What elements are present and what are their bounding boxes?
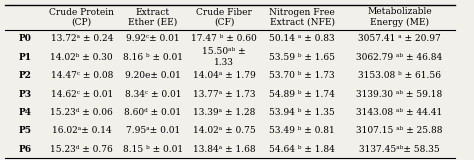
Text: Nitrogen Free
Extract (NFE): Nitrogen Free Extract (NFE)	[269, 8, 335, 27]
Text: 54.64 ᵇ ± 1.84: 54.64 ᵇ ± 1.84	[269, 145, 335, 154]
Text: P2: P2	[18, 71, 31, 80]
Text: 53.70 ᵇ ± 1.73: 53.70 ᵇ ± 1.73	[269, 71, 335, 80]
Text: 14.04ᵃ ± 1.79: 14.04ᵃ ± 1.79	[192, 71, 255, 80]
Text: 3137.45ᵃᵇ± 58.35: 3137.45ᵃᵇ± 58.35	[359, 145, 440, 154]
Text: 14.02ᵇ ± 0.30: 14.02ᵇ ± 0.30	[50, 53, 113, 62]
Text: 53.94 ᵇ ± 1.35: 53.94 ᵇ ± 1.35	[269, 108, 335, 117]
Text: 9.92ᶜ± 0.01: 9.92ᶜ± 0.01	[126, 34, 180, 43]
Text: P5: P5	[18, 126, 31, 135]
Text: 3057.41 ᵃ ± 20.97: 3057.41 ᵃ ± 20.97	[358, 34, 441, 43]
Text: Crude Fiber
(CF): Crude Fiber (CF)	[196, 8, 252, 27]
Text: P6: P6	[18, 145, 31, 154]
Text: P3: P3	[18, 89, 31, 99]
Text: 3062.79 ᵃᵇ ± 46.84: 3062.79 ᵃᵇ ± 46.84	[356, 53, 442, 62]
Text: 3107.15 ᵃᵇ ± 25.88: 3107.15 ᵃᵇ ± 25.88	[356, 126, 443, 135]
Text: 3139.30 ᵃᵇ ± 59.18: 3139.30 ᵃᵇ ± 59.18	[356, 89, 442, 99]
Text: 14.47ᶜ ± 0.08: 14.47ᶜ ± 0.08	[51, 71, 113, 80]
Text: 9.20e± 0.01: 9.20e± 0.01	[125, 71, 181, 80]
Text: 54.89 ᵇ ± 1.74: 54.89 ᵇ ± 1.74	[269, 89, 335, 99]
Text: 17.47 ᵇ ± 0.60: 17.47 ᵇ ± 0.60	[191, 34, 257, 43]
Text: 53.59 ᵇ ± 1.65: 53.59 ᵇ ± 1.65	[269, 53, 335, 62]
Text: 13.72ᵃ ± 0.24: 13.72ᵃ ± 0.24	[51, 34, 113, 43]
Text: 13.77ᵃ ± 1.73: 13.77ᵃ ± 1.73	[193, 89, 255, 99]
Text: 8.34ᶜ ± 0.01: 8.34ᶜ ± 0.01	[125, 89, 181, 99]
Text: 16.02ᵃ± 0.14: 16.02ᵃ± 0.14	[52, 126, 112, 135]
Text: 13.84ᵃ ± 1.68: 13.84ᵃ ± 1.68	[192, 145, 255, 154]
Text: 13.39ᵃ ± 1.28: 13.39ᵃ ± 1.28	[193, 108, 255, 117]
Text: 3153.08 ᵇ ± 61.56: 3153.08 ᵇ ± 61.56	[358, 71, 441, 80]
Text: 8.60ᵈ ± 0.01: 8.60ᵈ ± 0.01	[124, 108, 182, 117]
Text: 3143.08 ᵃᵇ ± 44.41: 3143.08 ᵃᵇ ± 44.41	[356, 108, 442, 117]
Text: 8.15 ᵇ ± 0.01: 8.15 ᵇ ± 0.01	[123, 145, 183, 154]
Text: Extract
Ether (EE): Extract Ether (EE)	[128, 8, 177, 27]
Text: P4: P4	[18, 108, 31, 117]
Text: Metabolizable
Energy (ME): Metabolizable Energy (ME)	[367, 7, 432, 27]
Text: P0: P0	[18, 34, 31, 43]
Text: 8.16 ᵇ ± 0.01: 8.16 ᵇ ± 0.01	[123, 53, 183, 62]
Text: 7.95ᵃ± 0.01: 7.95ᵃ± 0.01	[126, 126, 180, 135]
Text: 15.23ᵈ ± 0.76: 15.23ᵈ ± 0.76	[50, 145, 113, 154]
Text: 14.02ᵃ ± 0.75: 14.02ᵃ ± 0.75	[192, 126, 255, 135]
Text: Crude Protein
(CP): Crude Protein (CP)	[49, 8, 114, 27]
Text: 53.49 ᵇ ± 0.81: 53.49 ᵇ ± 0.81	[269, 126, 335, 135]
Text: 50.14 ᵃ ± 0.83: 50.14 ᵃ ± 0.83	[269, 34, 335, 43]
Text: P1: P1	[18, 53, 31, 62]
Text: 15.50ᵃᵇ ±
1.33: 15.50ᵃᵇ ± 1.33	[202, 48, 246, 67]
Text: 14.62ᶜ ± 0.01: 14.62ᶜ ± 0.01	[51, 89, 113, 99]
Text: 15.23ᵈ ± 0.06: 15.23ᵈ ± 0.06	[50, 108, 113, 117]
